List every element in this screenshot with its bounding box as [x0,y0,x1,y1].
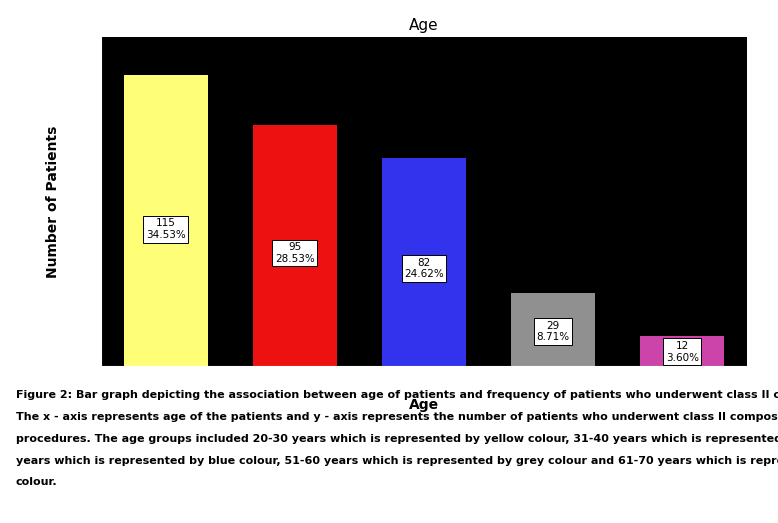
Title: Age: Age [409,18,439,32]
Bar [124,75,208,366]
Text: 12
3.60%: 12 3.60% [666,341,699,362]
Bar [382,158,466,366]
Text: colour.: colour. [16,477,58,487]
X-axis label: Age: Age [409,398,439,412]
Text: 82
24.62%: 82 24.62% [404,258,444,279]
Bar [253,126,337,366]
Text: procedures. The age groups included 20-30 years which is represented by yellow c: procedures. The age groups included 20-3… [16,434,778,444]
Text: 29
8.71%: 29 8.71% [537,321,569,343]
Text: 115
34.53%: 115 34.53% [145,218,186,240]
Text: 95
28.53%: 95 28.53% [275,242,315,264]
Y-axis label: Number of Patients: Number of Patients [46,125,60,278]
Bar [511,292,595,366]
Text: years which is represented by blue colour, 51-60 years which is represented by g: years which is represented by blue colou… [16,456,778,465]
Text: Figure 2: Bar graph depicting the association between age of patients and freque: Figure 2: Bar graph depicting the associ… [16,390,778,400]
Bar [640,336,724,366]
Text: The x - axis represents age of the patients and y - axis represents the number o: The x - axis represents age of the patie… [16,412,778,422]
